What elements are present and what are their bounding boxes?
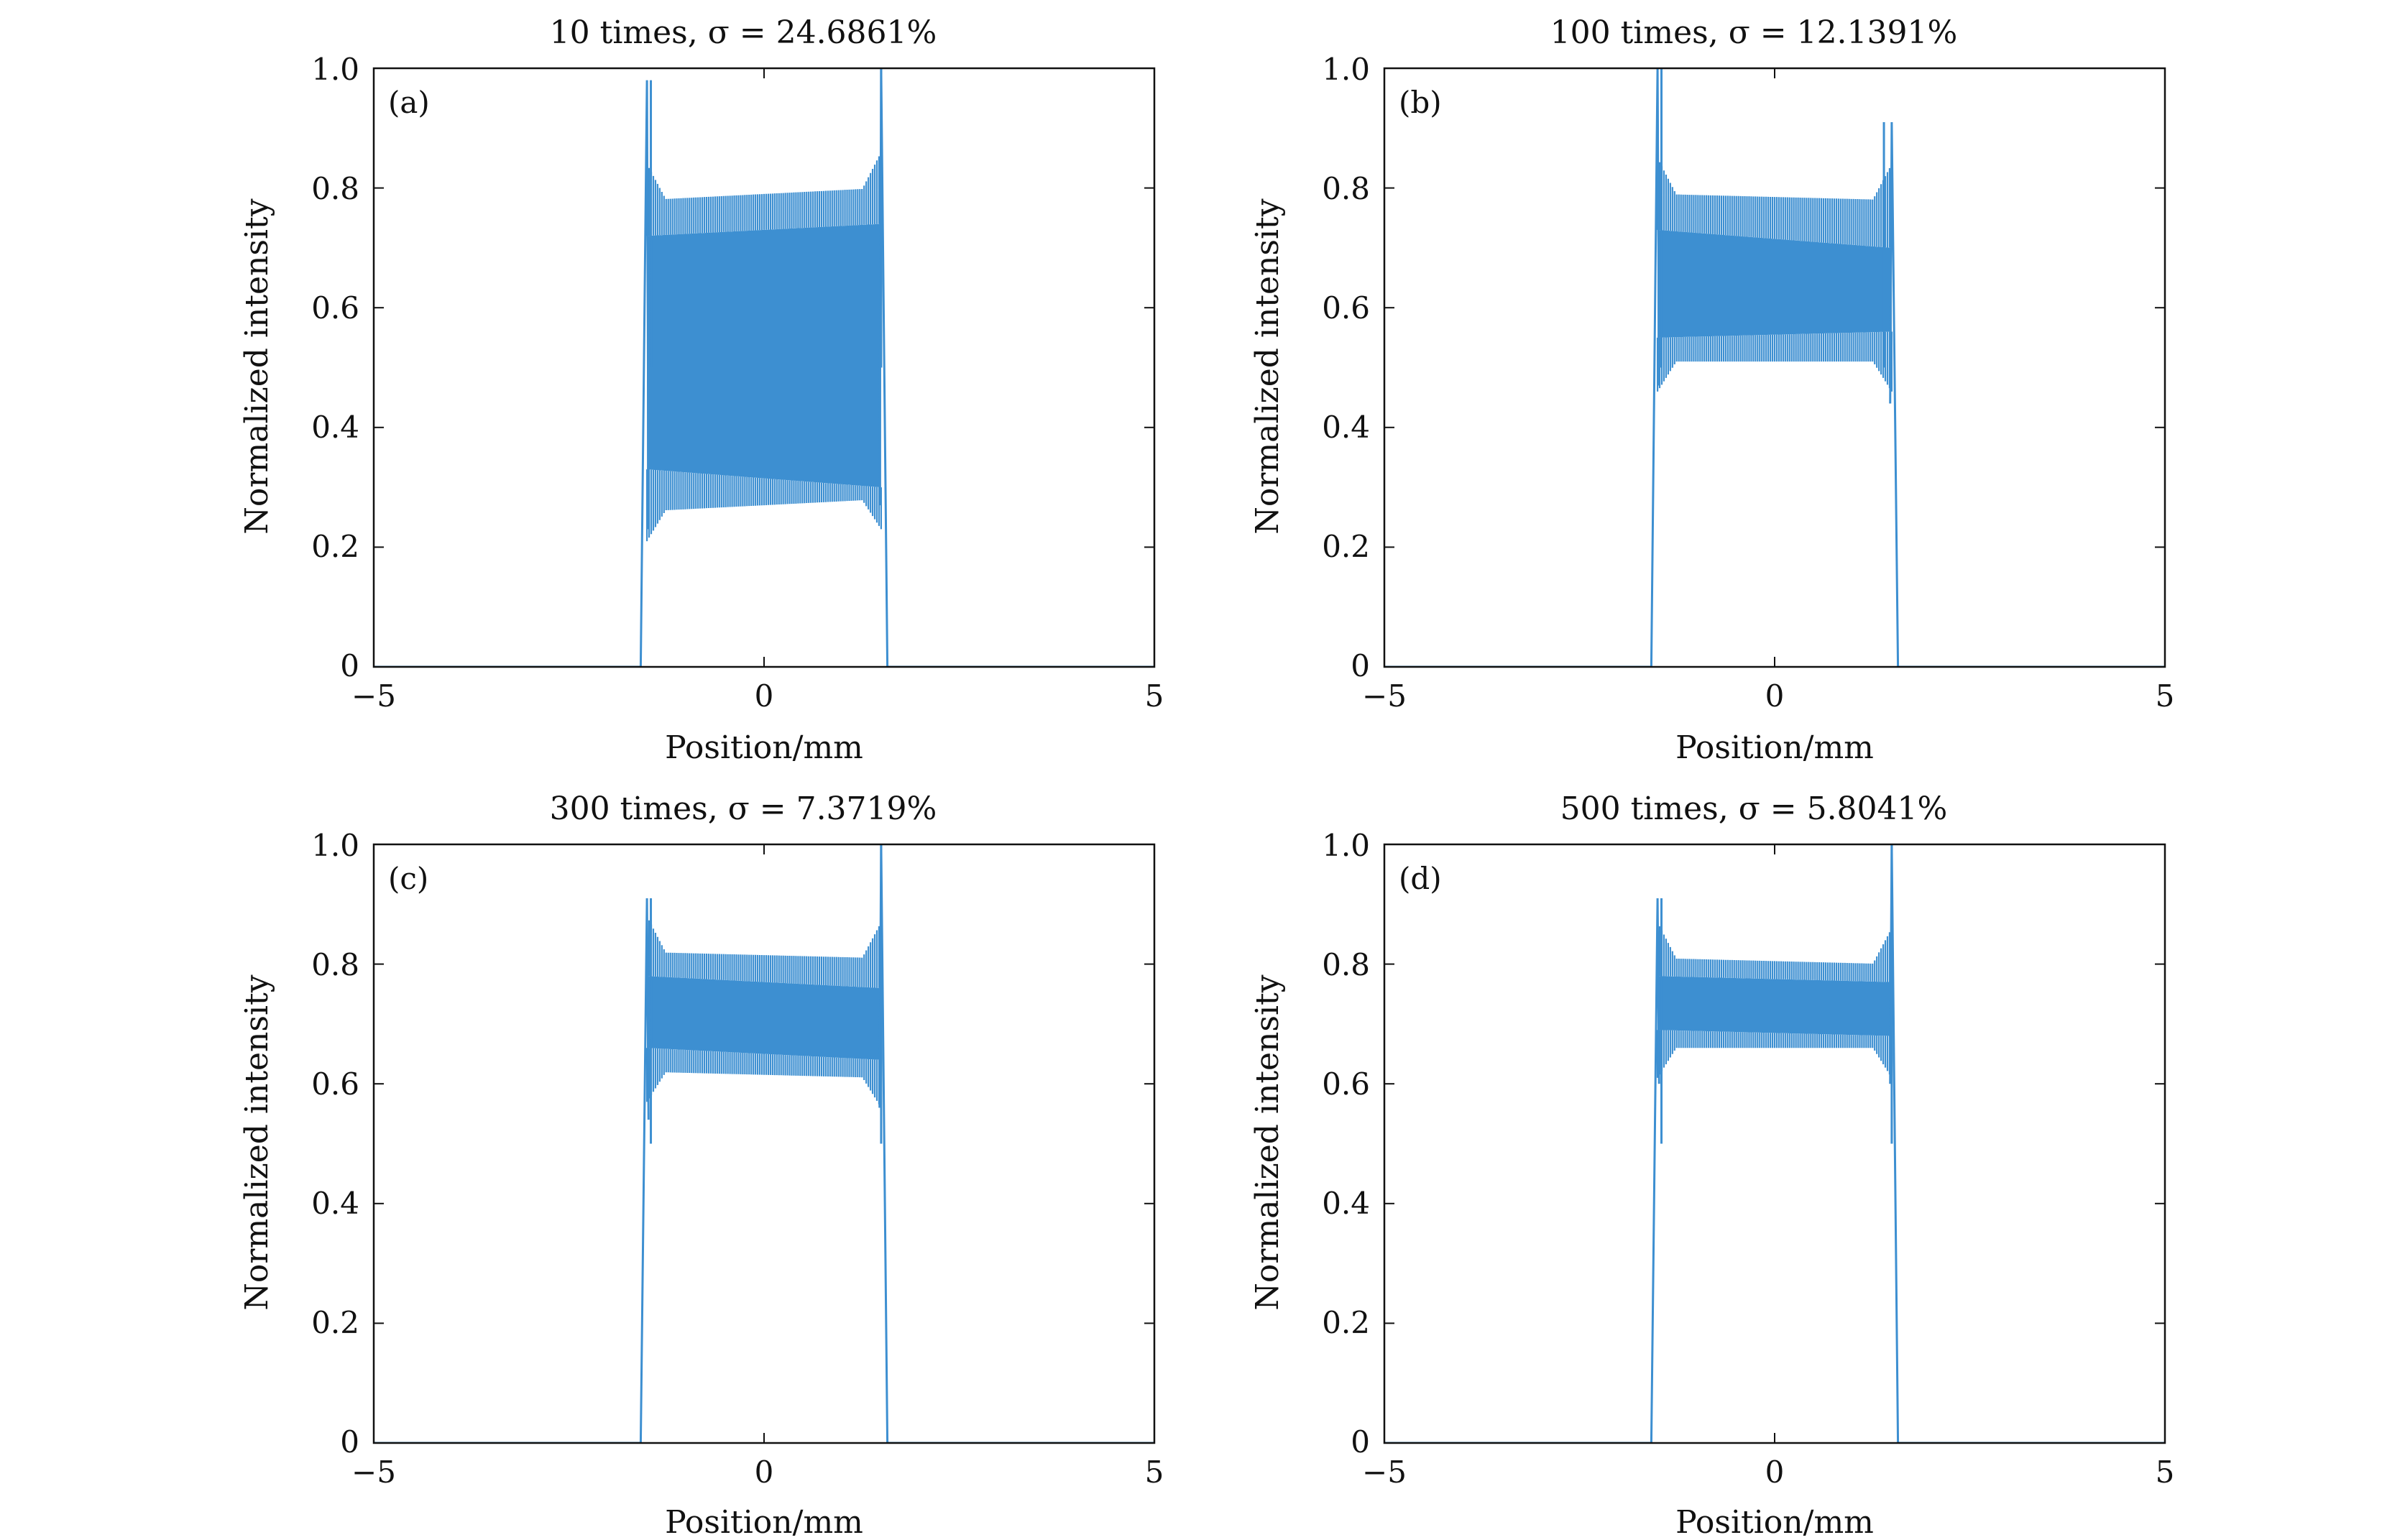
plot-area	[1383, 843, 2166, 1444]
intensity-band	[647, 976, 881, 1060]
y-tick-label: 0.2	[1322, 529, 1370, 564]
y-tick-label: 1.0	[311, 828, 359, 863]
panel-label: (d)	[1399, 861, 1442, 896]
intensity-line	[1384, 68, 2165, 667]
x-tick-label: 5	[2156, 1454, 2175, 1490]
x-tick-label: −5	[351, 678, 396, 714]
y-tick-label: 1.0	[311, 52, 359, 87]
y-tick-label: 0.6	[1322, 1066, 1370, 1102]
x-axis-label: Position/mm	[1675, 1504, 1874, 1540]
series-group	[1384, 844, 2165, 1443]
y-tick-label: 0	[1351, 1424, 1370, 1460]
y-tick-label: 1.0	[1322, 52, 1370, 87]
axes-frame	[1383, 843, 2166, 1444]
panel-label: (b)	[1399, 85, 1442, 120]
y-tick-label: 0.2	[311, 1305, 359, 1340]
axes-frame	[372, 843, 1156, 1444]
y-axis-label: Normalized intensity	[1249, 198, 1286, 534]
y-axis-label: Normalized intensity	[1249, 974, 1286, 1310]
panel-d: 500 times, σ = 5.8041% Normalized intens…	[1249, 790, 2174, 1540]
plot-area	[372, 843, 1156, 1444]
y-axis-label: Normalized intensity	[239, 198, 275, 534]
y-tick-label: 0.2	[311, 529, 359, 564]
y-tick-labels: 0 0.2 0.4 0.6 0.8 1.0	[311, 52, 359, 683]
y-tick-label: 0	[1351, 648, 1370, 683]
y-tick-label: 0.6	[1322, 290, 1370, 326]
x-tick-labels: −5 0 5	[351, 678, 1164, 714]
x-tick-labels: −5 0 5	[1362, 678, 2174, 714]
series-group	[1384, 68, 2165, 667]
x-axis-label: Position/mm	[665, 729, 863, 766]
panel-title: 500 times, σ = 5.8041%	[1560, 790, 1948, 827]
x-tick-label: 0	[755, 1454, 774, 1490]
y-tick-label: 0.2	[1322, 1305, 1370, 1340]
panel-title: 300 times, σ = 7.3719%	[550, 790, 937, 827]
plot-area	[1383, 67, 2166, 668]
x-tick-labels: −5 0 5	[351, 1454, 1164, 1490]
x-tick-label: −5	[1362, 678, 1407, 714]
series-group	[374, 68, 1154, 667]
x-tick-label: 5	[1145, 678, 1164, 714]
panel-title: 100 times, σ = 12.1391%	[1550, 14, 1958, 51]
panel-b: 100 times, σ = 12.1391% Normalized inten…	[1249, 14, 2174, 766]
y-tick-label: 0	[340, 648, 359, 683]
y-tick-labels: 0 0.2 0.4 0.6 0.8 1.0	[1322, 52, 1370, 683]
x-tick-labels: −5 0 5	[1362, 1454, 2174, 1490]
x-axis-label: Position/mm	[1675, 729, 1874, 766]
y-tick-label: 0.8	[1322, 947, 1370, 982]
y-tick-label: 0.8	[1322, 171, 1370, 206]
intensity-line	[1384, 844, 2165, 1443]
plot-area	[372, 67, 1156, 668]
x-tick-label: −5	[1362, 1454, 1407, 1490]
intensity-band	[647, 223, 881, 488]
y-tick-labels: 0 0.2 0.4 0.6 0.8 1.0	[311, 828, 359, 1460]
x-tick-label: 5	[2156, 678, 2175, 714]
panel-label: (a)	[388, 85, 430, 120]
intensity-band	[1657, 229, 1892, 338]
y-tick-label: 0.4	[1322, 410, 1370, 445]
y-tick-label: 0.8	[311, 171, 359, 206]
axes-frame	[1383, 67, 2166, 668]
y-tick-labels: 0 0.2 0.4 0.6 0.8 1.0	[1322, 828, 1370, 1460]
y-tick-label: 0.4	[311, 1186, 359, 1221]
panel-title: 10 times, σ = 24.6861%	[550, 14, 937, 51]
intensity-line	[374, 844, 1154, 1443]
y-tick-label: 0.4	[1322, 1186, 1370, 1221]
intensity-band	[1657, 976, 1892, 1036]
x-tick-label: 5	[1145, 1454, 1164, 1490]
panel-label: (c)	[388, 861, 428, 896]
x-tick-label: 0	[755, 678, 774, 714]
x-tick-label: 0	[1765, 678, 1785, 714]
y-tick-label: 0.6	[311, 1066, 359, 1102]
panel-a: 10 times, σ = 24.6861% Normalized intens…	[239, 14, 1164, 766]
y-tick-label: 0	[340, 1424, 359, 1460]
y-tick-label: 1.0	[1322, 828, 1370, 863]
panel-c: 300 times, σ = 7.3719% Normalized intens…	[239, 790, 1164, 1540]
x-tick-label: 0	[1765, 1454, 1785, 1490]
y-tick-label: 0.8	[311, 947, 359, 982]
y-tick-label: 0.6	[311, 290, 359, 326]
series-group	[374, 844, 1154, 1443]
x-axis-label: Position/mm	[665, 1504, 863, 1540]
x-tick-label: −5	[351, 1454, 396, 1490]
y-axis-label: Normalized intensity	[239, 974, 275, 1310]
y-tick-label: 0.4	[311, 410, 359, 445]
